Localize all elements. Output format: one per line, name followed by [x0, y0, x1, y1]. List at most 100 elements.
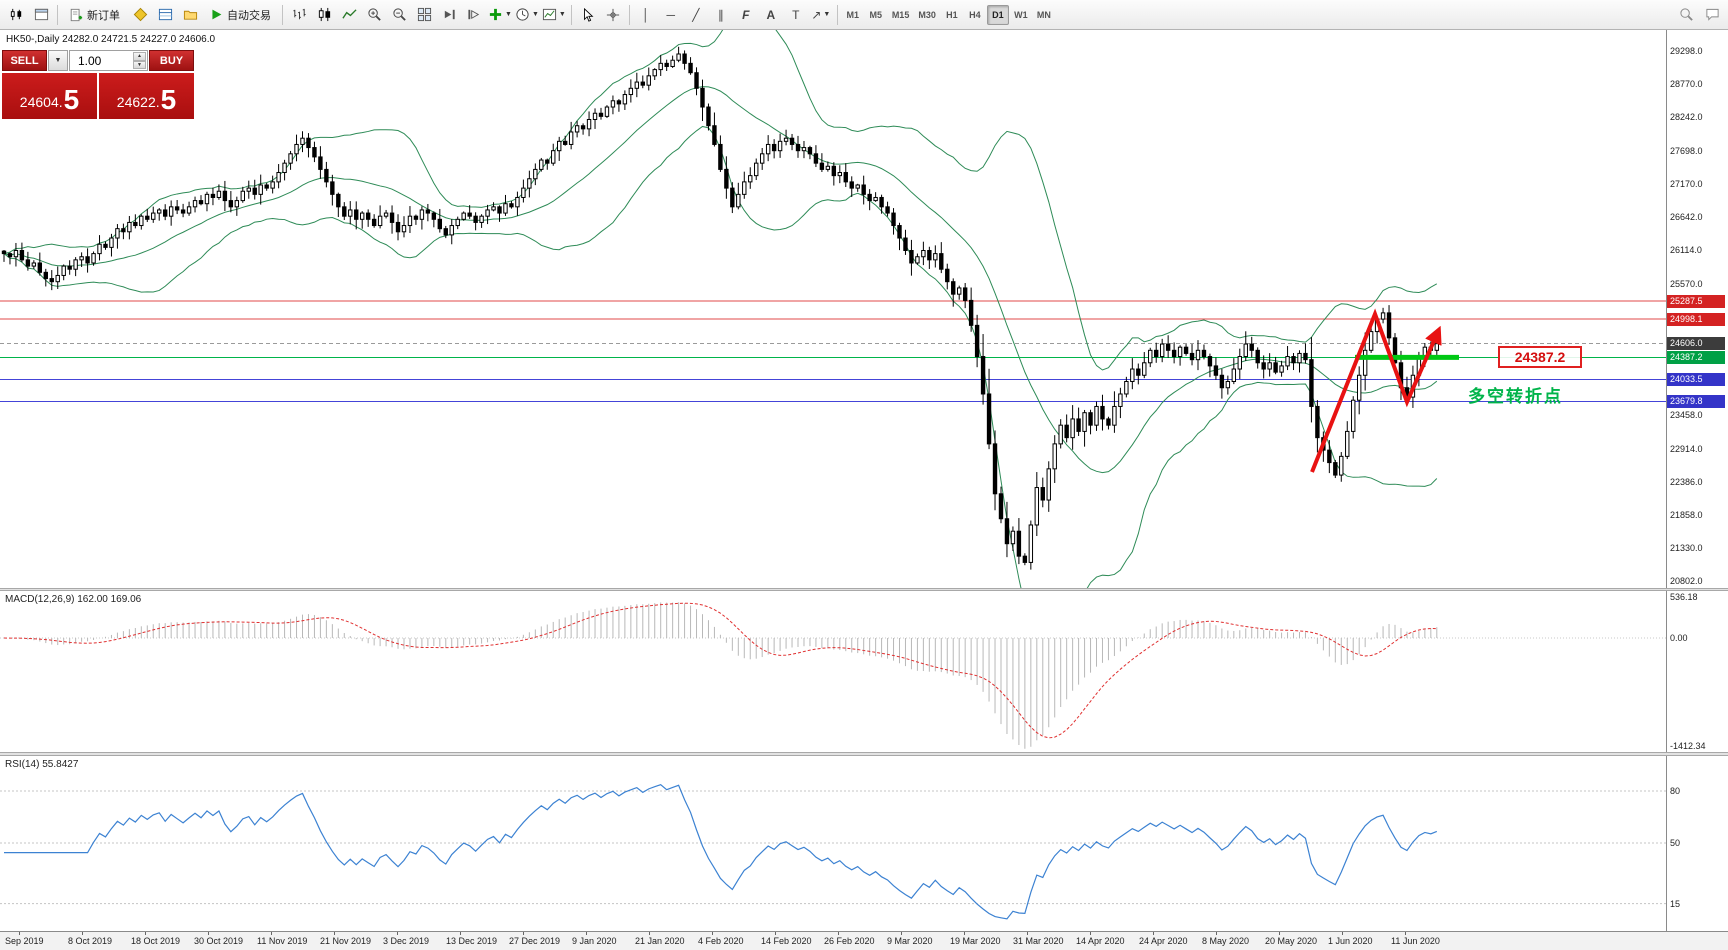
macd-axis-label: -1412.34 [1670, 741, 1706, 751]
candlestick-chart-icon [318, 7, 330, 22]
fibonacci-tool[interactable]: F [734, 3, 758, 27]
market-watch-button[interactable] [153, 3, 177, 27]
annotation-text[interactable]: 多空转折点 [1468, 387, 1563, 406]
vertical-line-tool[interactable]: │ [634, 3, 658, 27]
text-tool[interactable]: A [759, 3, 783, 27]
search-button[interactable] [1674, 3, 1698, 27]
sell-price-box[interactable]: 24604. 5 [2, 73, 97, 119]
timeframe-h1[interactable]: H1 [946, 9, 958, 20]
zoom-out-button[interactable] [387, 3, 411, 27]
price-axis[interactable]: 29298.0 28770.0 28242.0 27698.0 27170.0 26642… [1666, 30, 1728, 588]
rsi-axis[interactable]: 80 50 15 [1666, 756, 1728, 931]
time-axis-label: 13 Dec 2019 [446, 936, 498, 946]
navigator-button[interactable] [178, 3, 202, 27]
chart-profiles-button[interactable] [29, 3, 53, 27]
buy-button[interactable]: BUY [149, 50, 194, 71]
periods-icon [516, 8, 529, 21]
community-button[interactable] [1700, 3, 1724, 27]
time-axis-label: 21 Jan 2020 [635, 936, 685, 946]
time-axis-tick [586, 932, 587, 935]
volume-down-button[interactable]: ▼ [133, 60, 146, 69]
price-axis-label: 22914.0 [1670, 444, 1703, 455]
price-callout-box[interactable]: 24387.2 [1498, 346, 1582, 369]
trendline-tool[interactable]: ╱ [684, 3, 708, 27]
timeframe-m30[interactable]: M30 [918, 9, 936, 20]
trade-panel-controls: SELL ▼ 1.00 ▲ ▼ BUY [2, 50, 194, 71]
time-axis-tick [1027, 932, 1028, 935]
new-order-button[interactable]: 新订单 [62, 3, 127, 27]
time-axis-tick [1216, 932, 1217, 935]
timeframe-m5[interactable]: M5 [869, 9, 883, 20]
tile-windows-button[interactable] [412, 3, 436, 27]
auto-scroll-button[interactable] [437, 3, 461, 27]
timeframe-mn[interactable]: MN [1036, 9, 1051, 20]
periods-button[interactable]: ▼ [514, 3, 540, 27]
tile-windows-icon [417, 7, 431, 22]
new-chart-button[interactable] [4, 3, 28, 27]
sell-button[interactable]: SELL [2, 50, 47, 71]
channel-tool[interactable]: ∥ [709, 3, 733, 27]
time-axis[interactable]: Sep 2019 8 Oct 2019 18 Oct 2019 30 Oct 2019… [0, 931, 1728, 950]
crosshair-button[interactable] [601, 3, 625, 27]
horizontal-line-icon: ─ [666, 7, 676, 22]
time-axis-tick [901, 932, 902, 935]
timeframe-d1[interactable]: D1 [986, 4, 1009, 25]
chevron-down-icon: ▼ [54, 57, 62, 64]
autotrading-button[interactable]: 自动交易 [203, 3, 278, 27]
volume-up-button[interactable]: ▲ [133, 52, 146, 61]
chart-shift-button[interactable] [462, 3, 486, 27]
indicators-button[interactable]: ▼ [487, 3, 513, 27]
time-axis-tick [964, 932, 965, 935]
templates-button[interactable]: ▼ [541, 3, 567, 27]
time-axis-tick [1405, 932, 1406, 935]
bar-chart-button[interactable] [287, 3, 311, 27]
volume-input[interactable]: 1.00 ▲ ▼ [69, 50, 148, 71]
horizontal-line-tool[interactable]: ─ [659, 3, 683, 27]
macd-canvas[interactable] [0, 591, 1666, 752]
new-order-label: 新订单 [87, 9, 120, 22]
buy-price: 24622. [116, 94, 160, 110]
candlestick-chart-button[interactable] [312, 3, 336, 27]
zoom-in-button[interactable] [362, 3, 386, 27]
timeframe-m15[interactable]: M15 [891, 9, 910, 20]
timeframe-w1[interactable]: W1 [1014, 9, 1028, 20]
chart-ohlc-header: HK50-,Daily 24282.0 24721.5 24227.0 2460… [6, 34, 216, 45]
timeframe-h4[interactable]: H4 [969, 9, 981, 20]
rsi-panel: 80 50 15 RSI(14) 55.8427 [0, 756, 1728, 931]
toolbar: 新订单 自动交易 [0, 0, 1728, 30]
panel-splitter[interactable] [0, 752, 1728, 756]
price-axis-label: 23458.0 [1670, 410, 1703, 421]
chart-shift-icon [467, 9, 479, 20]
time-axis-tick [1279, 932, 1280, 935]
cursor-button[interactable] [576, 3, 600, 27]
vertical-line-icon: │ [642, 7, 650, 22]
price-axis-label: 28242.0 [1670, 111, 1703, 122]
line-chart-button[interactable] [337, 3, 361, 27]
time-axis-tick [1153, 932, 1154, 935]
text-label-icon: T [792, 7, 800, 22]
timeframe-group: M1 M5 M15 M30 H1 H4 D1 W1 MN [842, 4, 1055, 25]
order-type-dropdown[interactable]: ▼ [48, 50, 68, 71]
time-axis-label: 8 May 2020 [1202, 936, 1250, 946]
rsi-canvas[interactable] [0, 756, 1666, 931]
timeframe-m1[interactable]: M1 [846, 9, 860, 20]
time-axis-label: 18 Oct 2019 [131, 936, 181, 946]
text-label-tool[interactable]: T [784, 3, 808, 27]
chat-bubble-icon [1705, 8, 1719, 21]
buy-price-box[interactable]: 24622. 5 [99, 73, 194, 119]
price-chart-canvas[interactable] [0, 30, 1666, 588]
time-axis-tick [649, 932, 650, 935]
toolbar-separator [628, 4, 630, 25]
arrows-tool[interactable]: ↗ ▼ [809, 3, 833, 27]
metaeditor-button[interactable] [128, 3, 152, 27]
price-axis-label: 25570.0 [1670, 278, 1703, 289]
macd-axis[interactable]: 536.18 0.00 -1412.34 [1666, 591, 1728, 752]
chevron-down-icon: ▼ [531, 11, 539, 18]
time-axis-label: 11 Nov 2019 [257, 936, 308, 946]
chevron-down-icon: ▼ [505, 11, 512, 18]
channel-icon: ∥ [717, 7, 724, 22]
time-axis-tick [1090, 932, 1091, 935]
price-axis-label: 28770.0 [1670, 78, 1703, 89]
panel-splitter[interactable] [0, 588, 1728, 591]
volume-stepper: ▲ ▼ [133, 52, 146, 69]
